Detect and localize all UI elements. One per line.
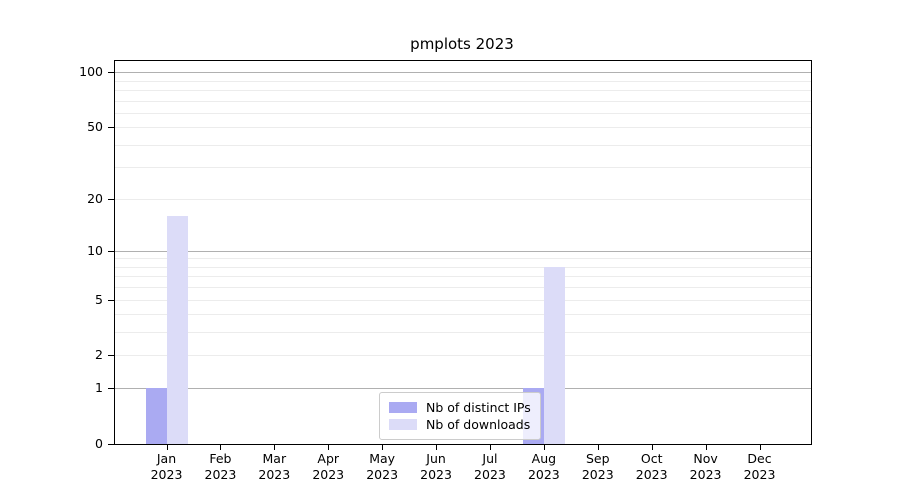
x-tickmark-jul xyxy=(489,444,491,450)
x-tickmark-dec xyxy=(759,444,761,450)
y-ticklabel-5: 5 xyxy=(95,291,103,307)
x-ticklabel-mar: Mar 2023 xyxy=(258,451,291,482)
gridline-major-100 xyxy=(115,72,811,74)
x-tickmark-may xyxy=(382,444,384,450)
x-tickmark-feb xyxy=(220,444,222,450)
x-ticklabel-jan: Jan 2023 xyxy=(150,451,183,482)
x-tickmark-mar xyxy=(274,444,276,450)
x-tickmark-aug xyxy=(543,444,545,450)
y-tickmark-20 xyxy=(108,198,115,200)
legend-swatch-downloads xyxy=(389,419,417,430)
x-ticklabel-dec: Dec 2023 xyxy=(743,451,776,482)
x-tickmark-jun xyxy=(436,444,438,450)
x-ticklabel-oct: Oct 2023 xyxy=(635,451,668,482)
gridline-minor-90 xyxy=(115,80,811,82)
x-ticklabel-may: May 2023 xyxy=(366,451,399,482)
gridline-minor-20 xyxy=(115,198,811,200)
y-ticklabel-10: 10 xyxy=(87,242,103,258)
plot-area: 0 1 2 5 10 20 50 100 Jan 2023 Feb 2023 Mar 2023 Apr 202… xyxy=(79,60,812,482)
bar-nb-of-distinct-ips-jan xyxy=(145,388,167,444)
x-ticklabel-aug: Aug 2023 xyxy=(527,451,560,482)
gridline-minor-80 xyxy=(115,89,811,91)
legend-item-distinct-ips: Nb of distinct IPs xyxy=(389,399,531,416)
x-ticklabel-jul: Jul 2023 xyxy=(474,451,506,482)
x-ticklabel-sep: Sep 2023 xyxy=(581,451,614,482)
y-tickmark-5 xyxy=(108,299,115,301)
gridline-minor-9 xyxy=(115,258,811,260)
x-tickmark-nov xyxy=(705,444,707,450)
gridline-minor-60 xyxy=(115,112,811,114)
y-tickmark-2 xyxy=(108,355,115,357)
y-ticklabel-1: 1 xyxy=(95,380,103,396)
x-ticklabel-feb: Feb 2023 xyxy=(204,451,237,482)
x-ticklabel-nov: Nov 2023 xyxy=(689,451,722,482)
x-tickmark-oct xyxy=(651,444,653,450)
y-ticklabel-2: 2 xyxy=(95,347,103,363)
legend-label-downloads: Nb of downloads xyxy=(426,416,531,432)
y-tickmark-50 xyxy=(108,127,115,129)
x-tickmark-sep xyxy=(597,444,599,450)
gridline-minor-70 xyxy=(115,100,811,102)
gridline-minor-2 xyxy=(115,355,811,357)
y-ticklabel-100: 100 xyxy=(79,64,103,80)
x-tickmark-jan xyxy=(166,444,168,450)
bar-nb-of-downloads-aug xyxy=(543,266,565,444)
y-tickmark-100 xyxy=(108,72,115,74)
legend-label-distinct-ips: Nb of distinct IPs xyxy=(426,399,531,415)
y-tickmark-10 xyxy=(108,250,115,252)
gridline-minor-3 xyxy=(115,332,811,334)
gridline-minor-7 xyxy=(115,276,811,278)
gridline-minor-6 xyxy=(115,287,811,289)
gridline-minor-50 xyxy=(115,127,811,129)
x-tickmark-apr xyxy=(328,444,330,450)
y-tickmark-0 xyxy=(108,444,115,445)
y-ticklabel-0: 0 xyxy=(95,436,103,451)
legend: Nb of distinct IPs Nb of downloads xyxy=(379,392,541,440)
chart-title: pmplots 2023 xyxy=(410,35,514,53)
y-tickmark-1 xyxy=(108,388,115,390)
x-ticklabel-apr: Apr 2023 xyxy=(312,451,345,482)
gridline-minor-8 xyxy=(115,266,811,268)
y-ticklabel-50: 50 xyxy=(87,119,103,135)
y-ticklabel-20: 20 xyxy=(87,190,103,206)
bar-nb-of-downloads-jan xyxy=(166,215,188,444)
legend-swatch-distinct-ips xyxy=(389,402,417,413)
gridline-minor-40 xyxy=(115,144,811,146)
gridline-major-10 xyxy=(115,250,811,252)
gridline-minor-5 xyxy=(115,299,811,301)
x-ticklabel-jun: Jun 2023 xyxy=(420,451,452,482)
gridline-minor-30 xyxy=(115,167,811,169)
legend-item-downloads: Nb of downloads xyxy=(389,416,531,433)
gridline-major-1 xyxy=(115,388,811,390)
gridline-minor-4 xyxy=(115,314,811,316)
